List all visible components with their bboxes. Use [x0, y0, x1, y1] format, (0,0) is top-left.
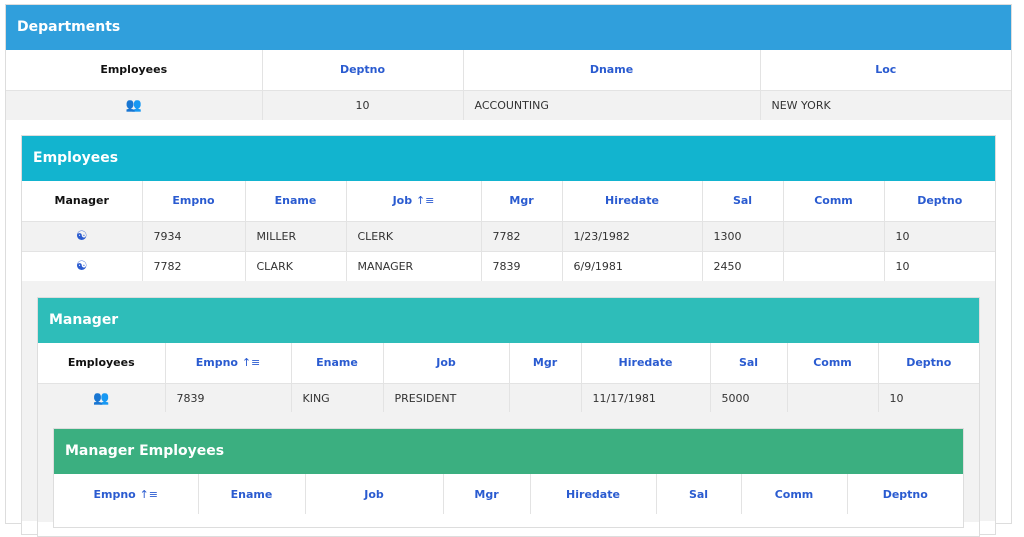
col-sal[interactable]: Sal: [702, 181, 784, 221]
col-job-label: Job: [392, 194, 413, 208]
col-empno-label: Empno: [195, 356, 238, 370]
col-sal[interactable]: Sal: [710, 343, 788, 383]
col-empno[interactable]: Empno: [142, 181, 246, 221]
departments-table: Employees Deptno Dname Loc 👥 10 ACCOUNTI…: [6, 50, 1011, 120]
cell: 10: [262, 89, 464, 120]
users-icon[interactable]: 👥: [125, 97, 142, 113]
cell: 5000: [710, 382, 788, 413]
col-mgr[interactable]: Mgr: [509, 343, 582, 383]
manager-employees-table: Empno ↑≡ Ename Job Mgr Hiredate Sal Comm…: [54, 474, 963, 514]
cell: NEW YORK: [760, 89, 1011, 120]
col-ename[interactable]: Ename: [245, 181, 347, 221]
col-ename[interactable]: Ename: [198, 474, 306, 514]
col-mgr[interactable]: Mgr: [481, 181, 563, 221]
col-hiredate[interactable]: Hiredate: [562, 181, 703, 221]
col-hiredate[interactable]: Hiredate: [581, 343, 711, 383]
col-deptno[interactable]: Deptno: [847, 474, 963, 514]
manager-icon[interactable]: ☯: [75, 258, 88, 274]
manager-employees-panel: Manager Employees Empno ↑≡ Ename Job Mgr…: [53, 428, 964, 528]
manager-icon[interactable]: ☯: [75, 228, 88, 244]
cell: 1300: [702, 220, 784, 251]
sort-ascending-icon: ↑≡: [139, 487, 159, 501]
col-deptno[interactable]: Deptno: [884, 181, 995, 221]
col-empno[interactable]: Empno ↑≡: [54, 474, 199, 514]
cell: [509, 382, 582, 413]
manager-employees-header: Manager Employees: [54, 429, 963, 474]
table-row: ☯ 7934 MILLER CLERK 7782 1/23/1982 1300 10: [22, 220, 995, 251]
cell: [783, 250, 885, 281]
col-deptno[interactable]: Deptno: [262, 50, 464, 90]
cell: 6/9/1981: [562, 250, 703, 281]
col-job[interactable]: Job: [383, 343, 510, 383]
cell: 10: [884, 220, 995, 251]
sort-ascending-icon: ↑≡: [415, 194, 435, 208]
cell: MANAGER: [346, 250, 482, 281]
cell: CLERK: [346, 220, 482, 251]
col-comm[interactable]: Comm: [741, 474, 848, 514]
cell: 7839: [481, 250, 563, 281]
cell: 10: [884, 250, 995, 281]
table-row: ☯ 7782 CLARK MANAGER 7839 6/9/1981 2450 10: [22, 250, 995, 281]
users-icon[interactable]: 👥: [93, 390, 110, 406]
col-comm[interactable]: Comm: [787, 343, 879, 383]
table-row: 👥 7839 KING PRESIDENT 11/17/1981 5000 10: [38, 382, 979, 413]
cell: 1/23/1982: [562, 220, 703, 251]
col-mgr[interactable]: Mgr: [443, 474, 531, 514]
col-employees: Employees: [38, 343, 166, 383]
cell: 7782: [142, 250, 246, 281]
sort-ascending-icon: ↑≡: [241, 356, 261, 370]
col-empno-label: Empno: [93, 487, 136, 501]
col-deptno[interactable]: Deptno: [878, 343, 979, 383]
col-ename[interactable]: Ename: [291, 343, 384, 383]
cell: [787, 382, 879, 413]
col-manager: Manager: [22, 181, 143, 221]
col-job[interactable]: Job: [305, 474, 444, 514]
col-job[interactable]: Job ↑≡: [346, 181, 482, 221]
manager-header: Manager: [38, 298, 979, 343]
cell: KING: [291, 382, 384, 413]
col-empno[interactable]: Empno ↑≡: [165, 343, 292, 383]
table-row: 👥 10 ACCOUNTING NEW YORK: [6, 89, 1011, 120]
cell: PRESIDENT: [383, 382, 510, 413]
employees-table: Manager Empno Ename Job ↑≡ Mgr Hiredate …: [22, 181, 995, 281]
cell: 11/17/1981: [581, 382, 711, 413]
col-employees: Employees: [6, 50, 263, 90]
col-sal[interactable]: Sal: [656, 474, 742, 514]
cell: 2450: [702, 250, 784, 281]
cell: CLARK: [245, 250, 347, 281]
cell: 7782: [481, 220, 563, 251]
cell: 7839: [165, 382, 292, 413]
manager-table: Employees Empno ↑≡ Ename Job Mgr Hiredat…: [38, 343, 979, 413]
cell: 7934: [142, 220, 246, 251]
cell: [783, 220, 885, 251]
col-comm[interactable]: Comm: [783, 181, 885, 221]
col-hiredate[interactable]: Hiredate: [530, 474, 657, 514]
cell: 10: [878, 382, 979, 413]
employees-header: Employees: [22, 136, 995, 181]
cell: MILLER: [245, 220, 347, 251]
col-dname[interactable]: Dname: [463, 50, 761, 90]
cell: ACCOUNTING: [463, 89, 761, 120]
departments-header: Departments: [6, 5, 1011, 50]
col-loc[interactable]: Loc: [760, 50, 1011, 90]
